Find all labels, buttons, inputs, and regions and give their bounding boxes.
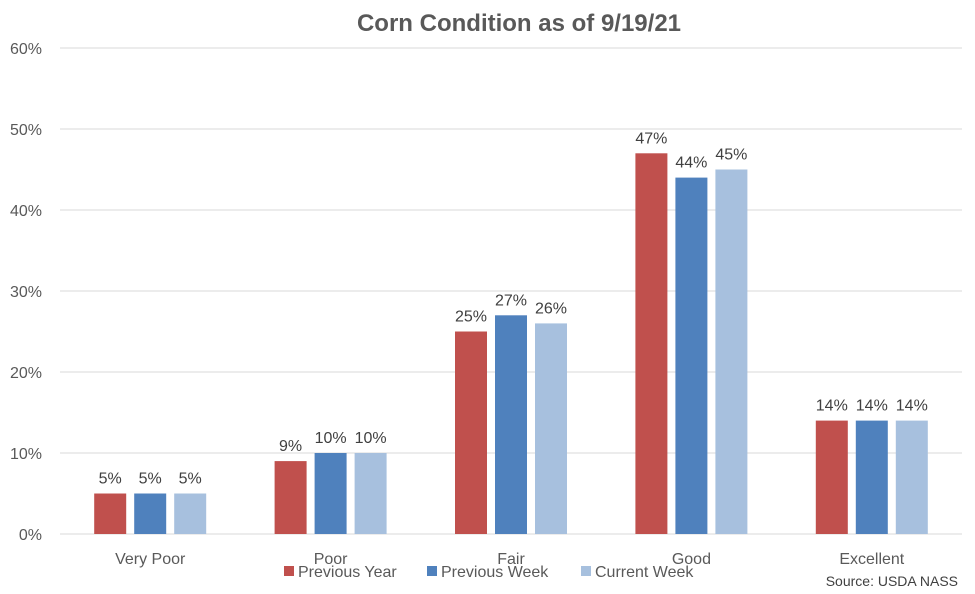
bar-very-poor-current-week [174,493,207,534]
bar-excellent-previous-week [855,420,888,534]
legend-swatch [284,566,294,576]
data-label: 14% [856,398,888,415]
category-label: Poor [314,551,348,568]
legend-swatch [581,566,591,576]
data-label: 44% [675,155,707,172]
bar-fair-previous-year [455,331,487,534]
data-label: 5% [99,471,122,488]
data-label: 5% [139,471,162,488]
category-label: Very Poor [115,551,186,568]
bar-very-poor-previous-week [134,493,167,534]
data-label: 14% [896,398,928,415]
data-label: 14% [816,398,848,415]
data-label: 27% [495,292,527,309]
data-labels: 5% 5% 5% 9% 10% 10% 25% 27% 26% 47% 44% 45% 14% 14% 14… [99,130,928,487]
bar-fair-previous-week [495,315,527,534]
y-tick-label: 20% [10,365,42,382]
category-label: Excellent [839,551,904,568]
y-axis-tick-labels: 0% 10% 20% 30% 40% 50% 60% [10,41,42,544]
bar-excellent-previous-year [815,420,848,534]
y-tick-label: 60% [10,41,42,58]
bar-poor-current-week [354,453,387,534]
category-label: Fair [497,551,525,568]
bar-poor-previous-week [314,453,347,534]
data-label: 9% [279,438,302,455]
source-note: Source: USDA NASS [826,573,958,589]
y-tick-label: 10% [10,446,42,463]
data-label: 5% [179,471,202,488]
data-label: 25% [455,309,487,326]
bar-excellent-current-week [895,420,928,534]
data-label: 10% [355,430,387,447]
category-label: Good [672,551,711,568]
y-tick-label: 0% [19,527,42,544]
bar-very-poor-previous-year [94,493,127,534]
bar-good-current-week [715,169,748,534]
bar-poor-previous-year [274,461,307,534]
legend-label: Previous Week [441,564,549,581]
y-tick-label: 30% [10,284,42,301]
y-tick-label: 40% [10,203,42,220]
legend: Previous Year Previous Week Current Week [284,564,694,581]
chart-title: Corn Condition as of 9/19/21 [357,10,681,37]
x-axis-category-labels: Very Poor Poor Fair Good Excellent [115,551,905,568]
data-label: 45% [715,147,747,164]
y-tick-label: 50% [10,122,42,139]
data-label: 10% [315,430,347,447]
bar-good-previous-week [675,177,708,534]
bar-fair-current-week [535,323,567,534]
data-label: 47% [635,130,667,147]
legend-label: Current Week [595,564,694,581]
legend-swatch [427,566,437,576]
legend-label: Previous Year [298,564,397,581]
data-label: 26% [535,300,567,317]
bars [94,153,928,535]
bar-good-previous-year [635,153,668,535]
